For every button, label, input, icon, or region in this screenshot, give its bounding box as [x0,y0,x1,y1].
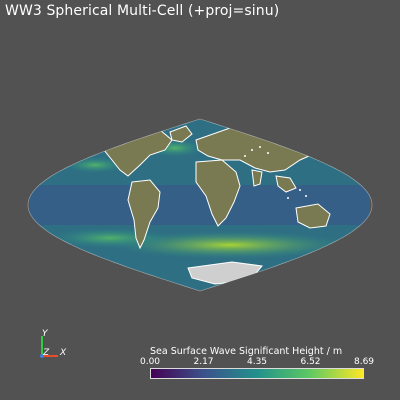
south-pacific-swell [50,228,170,248]
z-axis-label: Z [42,348,50,358]
orientation-axes: Y Z X [40,329,67,358]
greenland [169,125,193,143]
colorbar-tick: 4.35 [246,357,268,367]
map-content [30,120,370,290]
map-outline [27,118,373,292]
colorbar-ticks: 0.00 2.17 4.35 6.52 8.69 [140,357,376,368]
colorbar-tick: 2.17 [193,357,214,367]
australia [295,203,331,229]
colorbar-tick: 0.00 [139,357,161,367]
south-america [127,179,161,250]
colorbar-gradient [150,368,364,379]
page-title: WW3 Spherical Multi-Cell (+proj=sinu) [5,3,280,19]
colorbar-title: Sea Surface Wave Significant Height / m [150,346,343,357]
y-axis-label: Y [42,329,49,339]
india-seasia [251,169,297,193]
x-axis-label: X [59,348,67,358]
colorbar-tick: 6.52 [300,357,321,367]
colorbar-tick: 8.69 [353,357,375,367]
z-axis-icon [40,354,44,358]
africa [195,159,241,227]
